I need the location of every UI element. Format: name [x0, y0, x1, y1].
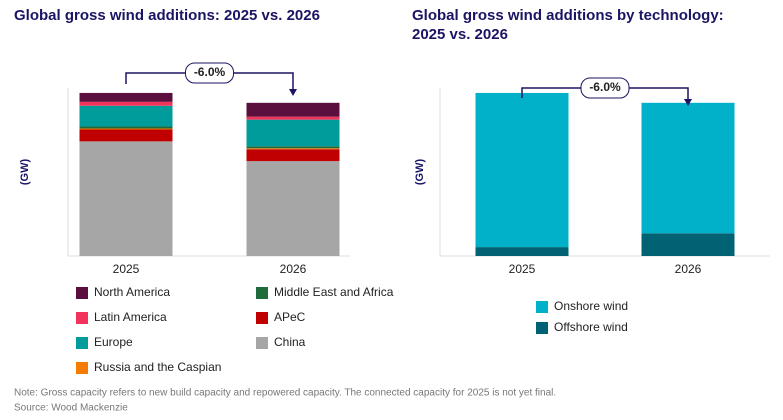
x-tick-label: 2026: [280, 262, 307, 276]
bar-segment: [246, 146, 340, 149]
legend-label: Latin America: [94, 310, 167, 324]
legend-swatch: [256, 287, 268, 299]
bar-segment: [246, 116, 340, 120]
legend-swatch: [76, 337, 88, 349]
bar-segment: [246, 149, 340, 162]
legend-label: Onshore wind: [554, 299, 628, 313]
annotation-box: [185, 62, 234, 84]
bracket-arrow: [684, 99, 692, 106]
legend-label: Offshore wind: [554, 320, 628, 334]
bar-segment: [79, 128, 173, 130]
legend-label: China: [274, 335, 306, 349]
legend-swatch: [76, 362, 88, 374]
x-tick-label: 2025: [113, 262, 140, 276]
y-axis-label: (GW): [19, 159, 31, 186]
bar-segment: [79, 126, 173, 129]
bar-segment: [246, 119, 340, 147]
bar-segment: [79, 141, 173, 256]
bracket-arrow: [289, 89, 297, 96]
x-tick-label: 2026: [675, 262, 702, 276]
annotation: -6.0%: [194, 65, 226, 79]
legend-swatch: [76, 312, 88, 324]
bar-segment: [79, 92, 173, 102]
annotation-box: [580, 77, 630, 99]
legend-label: Europe: [94, 335, 133, 349]
bar-segment: [79, 129, 173, 142]
bar-segment: [79, 101, 173, 106]
chart-title: Global gross wind additions by technolog…: [412, 7, 724, 43]
bar-segment: [246, 161, 340, 256]
legend-swatch: [256, 337, 268, 349]
bar-segment: [475, 92, 569, 248]
chart-title: Global gross wind additions: 2025 vs. 20…: [14, 7, 320, 24]
legend-swatch: [256, 312, 268, 324]
legend-label: APeC: [274, 310, 306, 324]
note: Note: Gross capacity refers to new build…: [14, 388, 556, 399]
bar-segment: [246, 148, 340, 150]
y-axis-label: (GW): [414, 159, 426, 186]
source: Source: Wood Mackenzie: [14, 403, 128, 414]
bar-segment: [246, 102, 340, 117]
bar-segment: [641, 233, 735, 256]
legend-label: North America: [94, 285, 170, 299]
annotation: -6.0%: [589, 80, 621, 94]
legend-label: Russia and the Caspian: [94, 360, 221, 374]
x-tick-label: 2025: [509, 262, 536, 276]
legend-swatch: [536, 322, 548, 334]
bar-segment: [475, 247, 569, 256]
bar-segment: [79, 105, 173, 127]
bar-segment: [641, 102, 735, 234]
legend-swatch: [536, 301, 548, 313]
legend-label: Middle East and Africa: [274, 285, 394, 299]
legend-swatch: [76, 287, 88, 299]
